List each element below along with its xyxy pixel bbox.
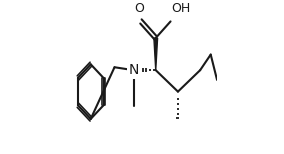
Polygon shape — [154, 38, 158, 70]
Text: N: N — [128, 63, 139, 77]
Text: O: O — [134, 2, 144, 15]
Text: OH: OH — [171, 2, 191, 15]
